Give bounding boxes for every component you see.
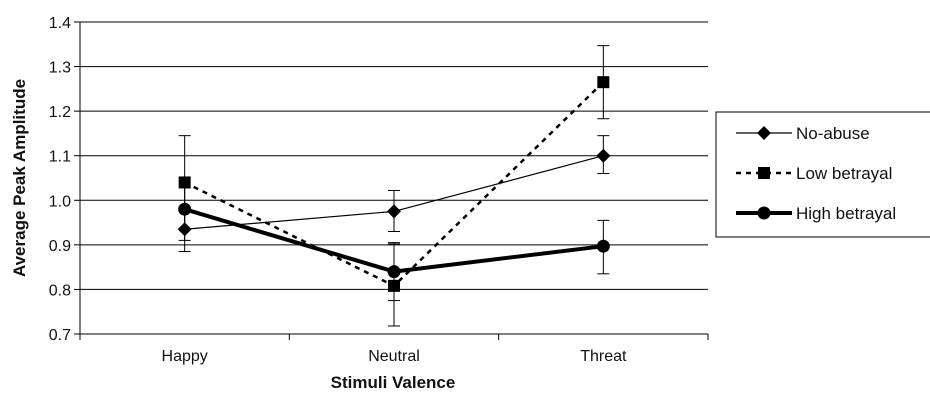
y-tick-label: 0.9 <box>49 238 71 255</box>
gridlines <box>74 21 709 340</box>
legend-marker-high-betrayal <box>757 206 771 220</box>
y-axis-title: Average Peak Amplitude <box>10 79 29 277</box>
y-tick-label: 1.2 <box>49 104 71 121</box>
legend-label-low-betrayal: Low betrayal <box>796 164 892 183</box>
x-tick-label: Neutral <box>368 348 420 365</box>
legend: No-abuse Low betrayal High betrayal <box>715 111 930 238</box>
legend-marker-low-betrayal <box>758 167 770 179</box>
point-high-betrayal <box>387 265 401 279</box>
y-tick-label: 1.4 <box>49 15 71 32</box>
legend-label-no-abuse: No-abuse <box>796 124 870 143</box>
y-tick-label: 0.7 <box>49 327 71 344</box>
legend-marker-no-abuse <box>757 126 771 140</box>
point-low-betrayal <box>178 176 191 189</box>
y-tick-label: 1.1 <box>49 149 71 166</box>
y-tick-label: 1.3 <box>49 60 71 77</box>
y-tick-label: 0.8 <box>49 282 71 299</box>
point-high-betrayal <box>596 239 610 253</box>
series-group <box>177 45 611 327</box>
point-no-abuse <box>177 222 192 237</box>
x-tick-labels: Happy Neutral Threat <box>162 348 627 365</box>
point-no-abuse <box>596 148 611 163</box>
point-high-betrayal <box>178 202 192 216</box>
x-tick-label: Happy <box>162 348 208 365</box>
point-low-betrayal <box>597 76 610 89</box>
point-no-abuse <box>387 204 401 219</box>
y-tick-labels: 0.7 0.8 0.9 1.0 1.1 1.2 1.3 1.4 <box>49 15 71 344</box>
y-tick-label: 1.0 <box>49 193 71 210</box>
point-low-betrayal <box>388 279 400 292</box>
x-tick-label: Threat <box>580 348 627 365</box>
x-axis-title: Stimuli Valence <box>331 373 456 392</box>
legend-label-high-betrayal: High betrayal <box>796 204 896 223</box>
